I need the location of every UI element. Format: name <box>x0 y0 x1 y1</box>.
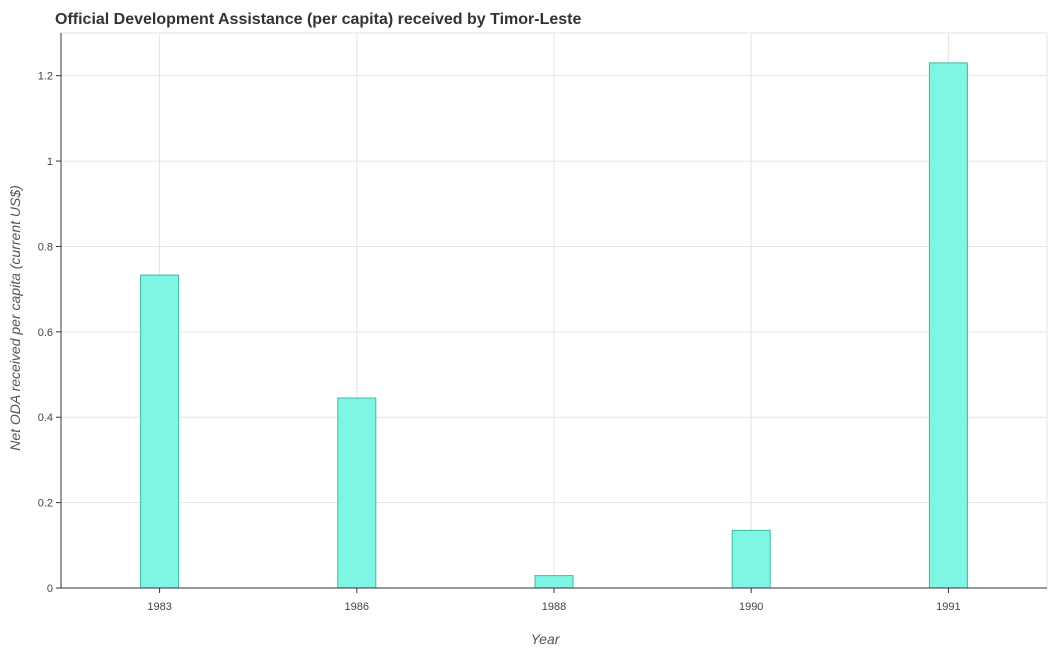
x-tick-label: 1990 <box>739 601 763 613</box>
y-axis-label: Net ODA received per capita (current US$… <box>7 185 23 451</box>
y-tick-label: 0.8 <box>38 241 53 253</box>
bar-1988 <box>534 575 574 589</box>
bar-1986 <box>337 397 377 589</box>
bars <box>140 62 968 589</box>
y-tick-label: 0 <box>47 583 53 595</box>
chart-title: Official Development Assistance (per cap… <box>55 11 582 28</box>
x-tick-label: 1988 <box>542 601 566 613</box>
y-tick-label: 0.2 <box>38 498 53 510</box>
y-tick-label: 0.6 <box>38 327 53 339</box>
x-tick-label: 1986 <box>345 601 369 613</box>
bar-1990 <box>731 529 771 589</box>
y-tick-label: 1 <box>47 156 53 168</box>
bar-1991 <box>928 62 968 589</box>
axes: 0 0.2 0.4 0.6 0.8 1 1.2 1983 1986 1988 1990 1991 <box>38 33 1047 613</box>
bar-1983 <box>140 274 180 589</box>
x-tick-label: 1991 <box>936 601 960 613</box>
x-tick-label: 1983 <box>147 601 171 613</box>
grid <box>60 32 1048 589</box>
y-tick-label: 1.2 <box>38 71 53 83</box>
y-tick-label: 0.4 <box>38 412 53 424</box>
x-axis-label: Year <box>531 631 561 647</box>
